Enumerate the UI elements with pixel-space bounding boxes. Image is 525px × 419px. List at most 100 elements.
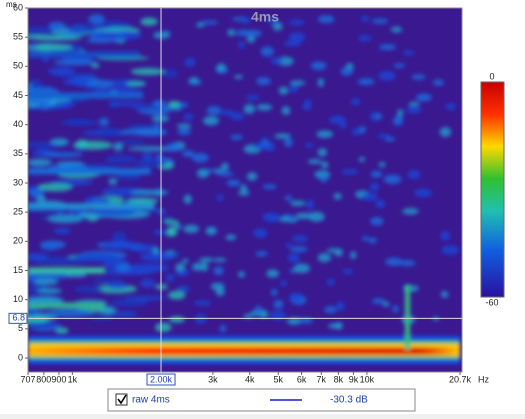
texture-blob <box>238 41 245 49</box>
texture-blob <box>66 119 91 124</box>
x-unit: Hz <box>478 374 489 384</box>
texture-blob <box>270 57 283 65</box>
x-tick-label: 3k <box>208 374 218 384</box>
x-tick-label: 4k <box>245 374 255 384</box>
texture-blob <box>81 213 101 219</box>
texture-blob <box>183 224 200 234</box>
texture-blob <box>326 248 344 253</box>
texture-blob <box>378 44 397 51</box>
texture-blob <box>308 211 325 222</box>
impulse-band <box>28 285 460 364</box>
y-tick-label: 10 <box>13 294 23 304</box>
texture-blob <box>283 40 302 47</box>
texture-blob <box>253 143 269 150</box>
texture-blob <box>53 59 98 66</box>
texture-blob <box>439 127 452 137</box>
texture-blob <box>71 255 124 261</box>
texture-blob <box>243 104 256 114</box>
texture-blob <box>361 192 378 201</box>
texture-blob <box>237 190 250 196</box>
texture-blob <box>175 262 186 272</box>
y-tick-label: 40 <box>13 119 23 129</box>
texture-blob <box>216 63 226 72</box>
texture-blob <box>184 57 196 67</box>
texture-blob <box>370 216 384 226</box>
y-tick-label: 45 <box>13 90 23 100</box>
chart-title: 4ms <box>251 9 279 25</box>
y-tick-label: 15 <box>13 265 23 275</box>
x-tick-label: 6k <box>297 374 307 384</box>
texture-blob <box>32 278 59 286</box>
cursor-y-label: 6.8 <box>12 313 25 323</box>
texture-blob <box>227 29 236 37</box>
texture-blob <box>290 200 306 207</box>
texture-blob <box>171 250 180 257</box>
texture-blob <box>235 29 254 37</box>
texture-blob <box>35 195 46 202</box>
texture-blob <box>219 324 227 333</box>
texture-blob <box>317 15 335 24</box>
texture-stripe <box>28 51 140 58</box>
x-tick-label: 1k <box>68 374 78 384</box>
texture-blob <box>88 14 105 25</box>
texture-blob <box>260 46 274 57</box>
texture-blob <box>287 253 300 263</box>
texture-blob <box>370 182 380 192</box>
texture-blob <box>357 78 375 86</box>
texture-blob <box>28 102 40 109</box>
texture-blob <box>307 159 322 165</box>
texture-blob <box>279 216 289 222</box>
texture-blob <box>392 305 399 313</box>
texture-blob <box>289 80 306 86</box>
texture-blob <box>50 138 69 146</box>
texture-blob <box>194 314 207 324</box>
y-tick-label: 5 <box>18 323 23 333</box>
texture-blob <box>86 37 116 44</box>
texture-blob <box>216 194 224 201</box>
y-tick-label: 60 <box>13 2 23 12</box>
texture-blob <box>200 261 209 272</box>
legend <box>107 388 416 412</box>
texture-blob <box>127 263 170 273</box>
texture-blob <box>289 292 303 303</box>
x-tick-label: 8k <box>334 374 344 384</box>
texture-blob <box>351 128 362 136</box>
texture-blob <box>126 80 146 87</box>
texture-blob <box>151 115 170 122</box>
texture-blob <box>39 102 51 110</box>
x-tick-label: 9k <box>349 374 359 384</box>
texture-blob <box>328 115 346 124</box>
texture-blob <box>414 188 432 198</box>
texture-blob <box>177 285 190 293</box>
legend-value: -30.3 dB <box>330 395 368 406</box>
x-tick-label: 707 <box>20 374 35 384</box>
texture-blob <box>253 228 268 238</box>
texture-blob <box>176 123 192 129</box>
texture-blob <box>73 285 104 293</box>
x-tick-label: 20.7k <box>449 374 472 384</box>
texture-blob <box>193 300 212 306</box>
texture-blob <box>113 142 124 152</box>
texture-blob <box>182 150 195 157</box>
texture-blob <box>152 247 160 255</box>
texture-blob <box>333 192 342 200</box>
y-tick-label: 25 <box>13 207 23 217</box>
texture-blob <box>130 105 161 111</box>
texture-blob <box>28 322 59 329</box>
texture-blob <box>120 139 145 145</box>
texture-blob <box>153 229 167 236</box>
heatmap <box>28 8 462 372</box>
texture-blob <box>130 189 169 196</box>
texture-blob <box>382 301 390 307</box>
texture-blob <box>284 195 293 201</box>
texture-blob <box>226 179 241 187</box>
texture-blob <box>441 245 460 255</box>
texture-blob <box>269 310 286 321</box>
texture-blob <box>39 240 66 250</box>
texture-blob <box>55 327 69 335</box>
texture-blob <box>110 298 149 307</box>
checkbox[interactable] <box>115 393 128 406</box>
y-tick-label: 0 <box>18 352 23 362</box>
texture-blob <box>246 36 256 43</box>
texture-blob <box>289 84 299 93</box>
